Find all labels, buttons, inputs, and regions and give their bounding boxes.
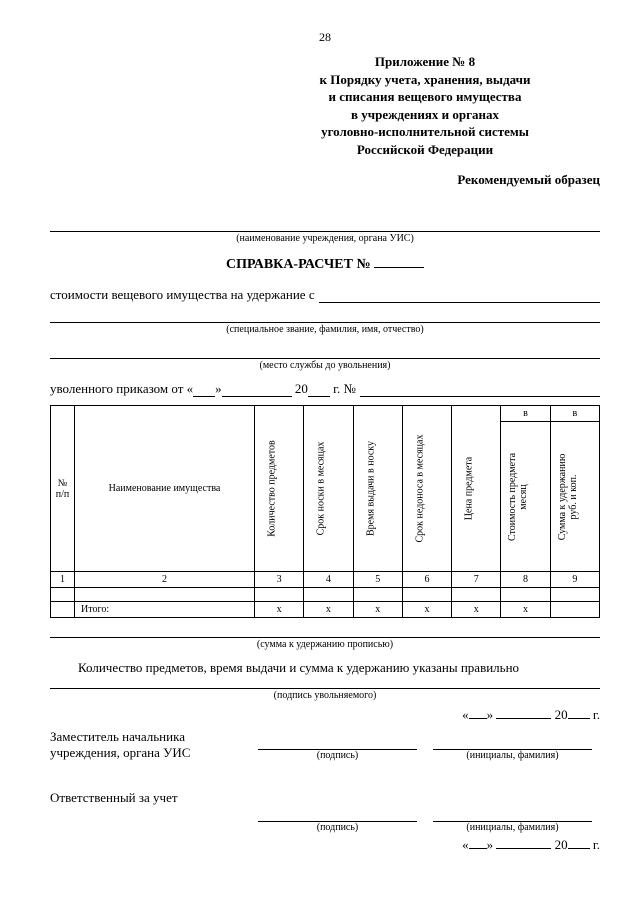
recommended-sample: Рекомендуемый образец (50, 172, 600, 188)
document-title: СПРАВКА-РАСЧЕТ № (50, 256, 600, 273)
dismissed-year-prefix: 20 (295, 381, 308, 397)
cell (51, 602, 75, 618)
year-field (308, 386, 330, 397)
th-name: Наименование имущества (75, 406, 255, 572)
rank-caption: (специальное звание, фамилия, имя, отчес… (50, 324, 600, 335)
cost-line: стоимости вещевого имущества на удержани… (50, 287, 600, 303)
colnum: 5 (353, 572, 402, 588)
order-number-field (360, 383, 600, 397)
colnum: 3 (255, 572, 304, 588)
colnum: 6 (402, 572, 451, 588)
day-field (193, 386, 215, 397)
dismissed-prefix: уволенного приказом от « (50, 381, 193, 397)
dismissed-line: уволенного приказом от « » 20 г. № (50, 381, 600, 397)
itogo-x: x (402, 602, 451, 618)
deputy-initials-slot: (инициалы, фамилия) (433, 736, 592, 761)
appendix-line: уголовно-исполнительной системы (250, 123, 600, 141)
itogo-x: x (353, 602, 402, 618)
service-line (50, 345, 600, 359)
colnum: 9 (550, 572, 599, 588)
responsible-label: Ответственный за учет (50, 790, 250, 806)
th-month-in: в (501, 406, 550, 422)
responsible-sign-row: (подпись) (инициалы, фамилия) (50, 808, 600, 833)
appendix-line: и списания вещевого имущества (250, 88, 600, 106)
items-table: № п/п Наименование имущества Количество … (50, 405, 600, 618)
month-field (222, 386, 292, 397)
itogo-label: Итого: (75, 602, 255, 618)
rank-line (50, 309, 600, 323)
page-number: 28 (50, 30, 600, 45)
th-rubkop-in: в (550, 406, 599, 422)
th-issue: Время выдачи в носку (353, 406, 402, 572)
title-number-field (374, 256, 424, 268)
deputy-row: Заместитель начальника учреждения, орган… (50, 729, 600, 761)
th-cost-month: Стоимость предметамесяц (501, 422, 550, 572)
date-block-2: «» 20 г. (50, 837, 600, 853)
itogo-x: x (255, 602, 304, 618)
sum-words-line (50, 624, 600, 638)
appendix-line: Российской Федерации (250, 141, 600, 159)
itogo-x: x (452, 602, 501, 618)
institution-caption: (наименование учреждения, органа УИС) (50, 233, 600, 244)
th-under: Срок недоноса в месяцах (402, 406, 451, 572)
title-text: СПРАВКА-РАСЧЕТ № (226, 257, 371, 272)
th-price: Цена предмета (452, 406, 501, 572)
responsible-sign-slot: (подпись) (258, 808, 417, 833)
th-wear: Срок носки в месяцах (304, 406, 353, 572)
confirm-block: Количество предметов, время выдачи и сум… (50, 660, 600, 701)
colnum: 2 (75, 572, 255, 588)
appendix-line: Приложение № 8 (250, 53, 600, 71)
itogo-x: x (304, 602, 353, 618)
colnum: 8 (501, 572, 550, 588)
appendix-line: к Порядку учета, хранения, выдачи (250, 71, 600, 89)
colnum: 1 (51, 572, 75, 588)
institution-line (50, 218, 600, 232)
cost-field (319, 289, 600, 303)
date-block-1: «» 20 г. (50, 707, 600, 723)
cell (550, 602, 599, 618)
appendix-block: Приложение № 8 к Порядку учета, хранения… (250, 53, 600, 158)
itogo-x: x (501, 602, 550, 618)
responsible-initials-slot: (инициалы, фамилия) (433, 808, 592, 833)
cell (51, 588, 75, 602)
cost-label: стоимости вещевого имущества на удержани… (50, 287, 315, 303)
dismissed-suffix: г. № (333, 381, 356, 397)
confirm-sign-caption: (подпись увольняемого) (50, 690, 600, 701)
th-sum-withhold: Сумма к удержаниюруб. и коп. (550, 422, 599, 572)
sum-words-caption: (сумма к удержанию прописью) (50, 639, 600, 650)
th-np: № п/п (51, 406, 75, 572)
deputy-sign-slot: (подпись) (258, 736, 417, 761)
colnum: 7 (452, 572, 501, 588)
confirm-signature-line (50, 675, 600, 689)
th-qty: Количество предметов (255, 406, 304, 572)
service-caption: (место службы до увольнения) (50, 360, 600, 371)
appendix-line: в учреждениях и органах (250, 106, 600, 124)
colnum: 4 (304, 572, 353, 588)
confirm-text: Количество предметов, время выдачи и сум… (50, 660, 519, 676)
responsible-row: Ответственный за учет . . (50, 781, 600, 806)
deputy-label: Заместитель начальника учреждения, орган… (50, 729, 250, 761)
